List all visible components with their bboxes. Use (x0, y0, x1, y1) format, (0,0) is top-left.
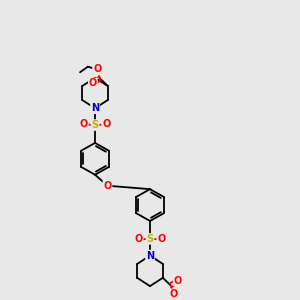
Text: O: O (169, 290, 178, 299)
Text: O: O (102, 119, 110, 130)
Text: S: S (146, 234, 154, 244)
Text: O: O (157, 234, 165, 244)
Text: O: O (80, 119, 88, 130)
Text: O: O (93, 64, 101, 74)
Text: O: O (103, 181, 112, 191)
Text: N: N (146, 250, 154, 261)
Text: S: S (92, 120, 99, 130)
Text: O: O (174, 276, 182, 286)
Text: N: N (91, 103, 99, 113)
Text: O: O (135, 234, 143, 244)
Text: O: O (89, 78, 97, 88)
